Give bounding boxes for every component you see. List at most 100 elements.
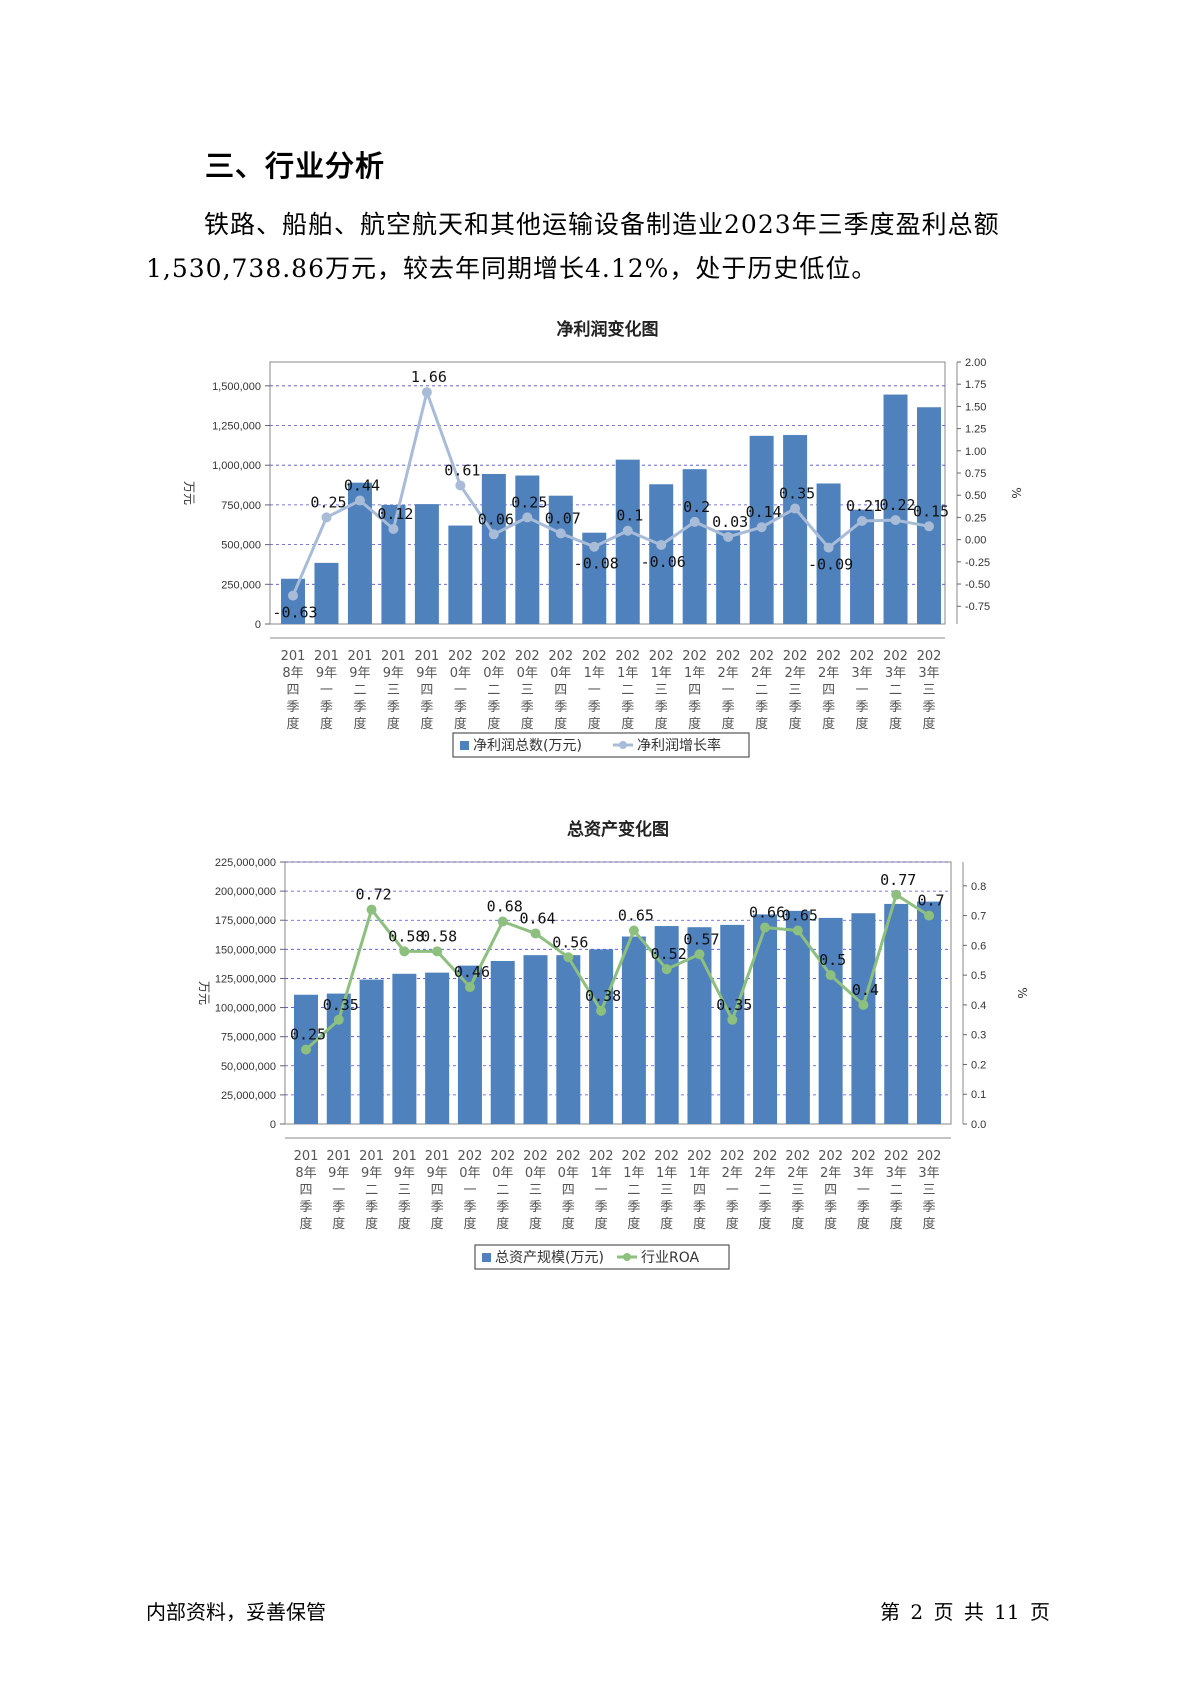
data-label: 0.38 <box>585 987 621 1005</box>
y-tick-label: 1,500,000 <box>212 381 261 393</box>
y-tick-label: 1,000,000 <box>212 460 261 472</box>
summary-line-2: 1,530,738.86万元，较去年同期增长4.12%，处于历史低位。 <box>146 254 878 283</box>
bar <box>818 917 843 1124</box>
line-point <box>694 949 705 960</box>
data-label: 0.14 <box>746 503 782 521</box>
y-tick-label: 500,000 <box>221 540 261 552</box>
x-tick-label: 202 1年四季度 <box>682 649 707 732</box>
y2-tick-label: 0.25 <box>965 512 986 524</box>
y-tick-label: 0 <box>270 1119 276 1131</box>
bar <box>687 927 712 1124</box>
line-point <box>589 541 600 552</box>
y2-tick-label: 0.6 <box>971 940 986 952</box>
bar <box>682 469 707 624</box>
x-tick-label: 201 9年一季度 <box>326 1149 351 1232</box>
bar <box>281 578 305 624</box>
data-label: 0.64 <box>519 909 555 927</box>
x-tick-label: 201 8年四季度 <box>294 1149 319 1232</box>
y-tick-label: 0 <box>255 619 261 631</box>
y-tick-label: 50,000,000 <box>221 1061 276 1073</box>
bar <box>425 972 450 1124</box>
bar <box>884 903 909 1124</box>
y2-tick-label: 1.00 <box>965 446 986 458</box>
legend-line-marker <box>623 1253 631 1261</box>
y2-tick-label: 0.1 <box>971 1089 986 1101</box>
data-label: -0.63 <box>272 604 317 622</box>
data-label: 0.56 <box>552 933 588 951</box>
bar <box>359 979 384 1124</box>
section-title: 三、行业分析 <box>205 149 386 183</box>
line-point <box>756 522 767 533</box>
x-tick-label: 202 2年三季度 <box>783 649 808 732</box>
bar <box>716 530 741 624</box>
line-point <box>924 910 934 921</box>
x-tick-label: 202 0年四季度 <box>548 649 573 732</box>
data-label: 0.22 <box>879 496 915 514</box>
bar <box>589 949 614 1124</box>
y2-tick-label: 1.50 <box>965 401 986 413</box>
y2-tick-label: 1.25 <box>965 424 986 436</box>
y2-axis-label: % <box>1015 987 1029 998</box>
line-point <box>354 495 365 506</box>
x-tick-label: 202 2年二季度 <box>749 649 774 732</box>
line-point <box>522 512 533 523</box>
line-point <box>366 904 377 915</box>
data-label: 0.58 <box>421 927 457 945</box>
data-label: -0.06 <box>641 553 686 571</box>
x-tick-label: 202 0年二季度 <box>481 649 506 732</box>
chart-title: 净利润变化图 <box>557 319 659 340</box>
data-label: 1.66 <box>411 368 447 386</box>
data-label: 0.25 <box>511 493 547 511</box>
line-point <box>622 525 633 536</box>
bar <box>615 459 640 624</box>
data-label: 0.1 <box>616 507 643 525</box>
bar <box>515 475 540 624</box>
y2-tick-label: 0.00 <box>965 535 986 547</box>
footer-confidential: 内部资料，妥善保管 <box>146 1600 326 1624</box>
line-point <box>333 1014 344 1025</box>
line-point <box>792 925 803 936</box>
y-axis-label: 万元 <box>197 981 211 1005</box>
x-tick-label: 201 8年四季度 <box>281 649 306 732</box>
line-point <box>727 1014 738 1025</box>
data-label: -0.08 <box>574 555 619 573</box>
bar <box>448 525 473 624</box>
data-label: 0.7 <box>917 892 944 910</box>
bar <box>851 913 876 1124</box>
footer-page-number: 第 2 页 共 11 页 <box>880 1600 1050 1624</box>
y2-tick-label: -0.75 <box>965 601 990 613</box>
chart-title: 总资产变化图 <box>567 819 669 840</box>
x-tick-label: 202 3年一季度 <box>850 649 875 732</box>
line-point <box>858 999 869 1010</box>
bar <box>556 955 581 1124</box>
y-tick-label: 250,000 <box>221 579 261 591</box>
x-tick-label: 201 9年三季度 <box>392 1149 417 1232</box>
line-point <box>823 542 834 553</box>
y-axis-label: 万元 <box>182 481 196 505</box>
line-point <box>723 531 734 542</box>
line-point <box>656 539 667 550</box>
data-label: 0.5 <box>819 951 846 969</box>
line-point <box>321 512 332 523</box>
data-label: 0.65 <box>782 906 818 924</box>
y2-tick-label: 0.0 <box>971 1119 986 1131</box>
line-point <box>596 1005 607 1016</box>
legend-line-label: 净利润增长率 <box>637 737 721 754</box>
y-tick-label: 125,000,000 <box>215 973 276 985</box>
line-point <box>924 521 934 532</box>
bar <box>621 936 646 1124</box>
x-tick-label: 202 0年三季度 <box>523 1149 548 1232</box>
y2-tick-label: 0.75 <box>965 468 986 480</box>
y2-tick-label: 0.50 <box>965 490 986 502</box>
data-label: 0.4 <box>852 981 879 999</box>
bar <box>649 484 674 624</box>
y2-tick-label: 0.5 <box>971 970 986 982</box>
data-label: 0.52 <box>651 945 687 963</box>
legend-bar-swatch <box>482 1253 491 1262</box>
line-point <box>857 515 868 526</box>
legend-line-marker <box>619 741 627 749</box>
data-label: -0.09 <box>808 556 853 574</box>
line-point <box>825 970 836 981</box>
x-tick-label: 202 2年三季度 <box>785 1149 810 1232</box>
data-label: 0.25 <box>310 493 346 511</box>
